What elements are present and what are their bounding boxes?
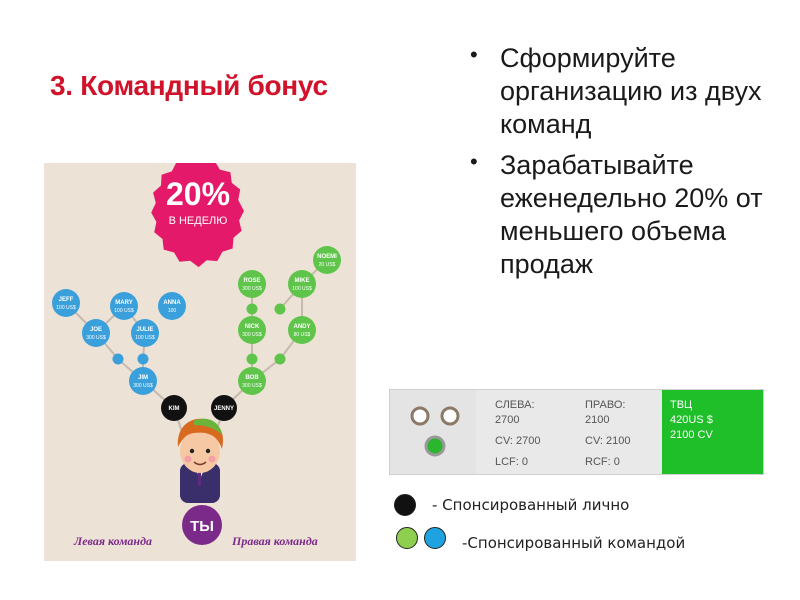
left-team-node: MARY 100 US$ bbox=[110, 292, 138, 320]
right-team-node: MIKE 100 US$ bbox=[288, 270, 316, 298]
left-heading: СЛЕВА: bbox=[495, 399, 535, 411]
node-name: JEFF bbox=[59, 297, 74, 303]
right-team-dot bbox=[246, 353, 258, 365]
bullet-item: • Сформируйте организацию из двух команд bbox=[468, 42, 788, 141]
badge-percent: 20% bbox=[166, 176, 230, 212]
left-team-node: JEFF 100 US$ bbox=[52, 289, 80, 317]
team-tree-svg: 20% В НЕДЕЛЮ JEFF 100 US$ MARY 100 US$ A… bbox=[52, 163, 341, 548]
right-heading: ПРАВО: bbox=[585, 399, 626, 411]
right-cv: CV: 2100 bbox=[585, 435, 631, 447]
bullet-dot-icon: • bbox=[470, 42, 478, 67]
personal-node: KIM bbox=[161, 395, 187, 421]
volume-panel: СЛЕВА: 2700 CV: 2700 LCF: 0 ПРАВО: 2100 … bbox=[389, 389, 764, 475]
left-team-node: JIM 300 US$ bbox=[129, 367, 157, 395]
you-label: ТЫ bbox=[190, 518, 214, 535]
right-volume: 2100 bbox=[585, 414, 610, 426]
right-team-label: Правая команда bbox=[231, 534, 318, 548]
left-carry: LCF: 0 bbox=[495, 456, 529, 468]
right-team-dot bbox=[274, 353, 286, 365]
personal-node: JENNY bbox=[211, 395, 237, 421]
legend-green-dot-icon bbox=[396, 527, 418, 549]
slide-title: 3. Командный бонус bbox=[50, 70, 328, 101]
right-team-dot bbox=[246, 303, 258, 315]
legend-team-label: -Спонсированный командой bbox=[462, 534, 686, 552]
legend-black-dot-icon bbox=[394, 494, 416, 516]
node-name: KIM bbox=[169, 406, 180, 412]
badge-caption: В НЕДЕЛЮ bbox=[169, 215, 228, 227]
right-team-node: ANDY 80 US$ bbox=[288, 316, 316, 344]
team-diagram: 20% В НЕДЕЛЮ JEFF 100 US$ MARY 100 US$ A… bbox=[44, 163, 356, 561]
total-volume-cell: ТВЦ 420US $ 2100 CV bbox=[662, 390, 763, 474]
bullet-dot-icon: • bbox=[470, 148, 478, 174]
right-team-node: BOB 300 US$ bbox=[238, 367, 266, 395]
panel-icon-cell bbox=[390, 390, 476, 474]
node-name: ANDY bbox=[293, 324, 310, 330]
total-heading: ТВЦ bbox=[670, 399, 693, 411]
node-amount: 100 bbox=[168, 308, 177, 314]
you-node: ТЫ bbox=[182, 505, 222, 545]
node-name: JIM bbox=[138, 375, 148, 381]
right-volume-cell: ПРАВО: 2100 CV: 2100 RCF: 0 bbox=[577, 390, 657, 474]
left-team-node: ANNA 100 bbox=[158, 292, 186, 320]
total-amount: 420US $ bbox=[670, 414, 713, 426]
legend-blue-dot-icon bbox=[424, 527, 446, 549]
node-amount: 300 US$ bbox=[86, 335, 106, 341]
left-team-dot bbox=[137, 353, 149, 365]
left-team-node: JOE 300 US$ bbox=[82, 319, 110, 347]
bullet-item: • Зарабатывайте еженедельно 20% от меньше… bbox=[468, 149, 788, 281]
node-amount: 80 US$ bbox=[294, 332, 311, 338]
node-amount: 300 US$ bbox=[242, 383, 262, 389]
node-name: BOB bbox=[245, 375, 259, 381]
node-name: MIKE bbox=[295, 278, 310, 284]
left-team-node: JULIE 100 US$ bbox=[131, 319, 159, 347]
node-name: ROSE bbox=[243, 278, 260, 284]
left-volume-cell: СЛЕВА: 2700 CV: 2700 LCF: 0 bbox=[487, 390, 567, 474]
node-name: ANNA bbox=[163, 300, 181, 306]
right-team-node: NOEMI 20 US$ bbox=[313, 246, 341, 274]
node-name: NOEMI bbox=[317, 254, 337, 260]
node-name: NICK bbox=[245, 324, 260, 330]
binary-legs-icon bbox=[410, 406, 460, 457]
node-amount: 20 US$ bbox=[319, 262, 336, 268]
node-amount: 100 US$ bbox=[292, 286, 312, 292]
right-team-node: NICK 300 US$ bbox=[238, 316, 266, 344]
right-carry: RCF: 0 bbox=[585, 456, 620, 468]
bullet-text: Сформируйте организацию из двух команд bbox=[500, 43, 762, 139]
node-amount: 100 US$ bbox=[135, 335, 155, 341]
bonus-badge bbox=[151, 163, 244, 268]
left-team-label: Левая команда bbox=[73, 534, 152, 548]
left-volume: 2700 bbox=[495, 414, 520, 426]
bullet-text: Зарабатывайте еженедельно 20% от меньшег… bbox=[500, 149, 763, 279]
right-team-node: ROSE 300 US$ bbox=[238, 270, 266, 298]
node-name: JENNY bbox=[214, 406, 234, 412]
node-name: JULIE bbox=[136, 327, 153, 333]
total-cv: 2100 CV bbox=[670, 429, 713, 441]
node-amount: 100 US$ bbox=[56, 305, 76, 311]
right-team-dot bbox=[274, 303, 286, 315]
legend-personal-label: - Спонсированный лично bbox=[432, 496, 630, 514]
node-amount: 300 US$ bbox=[242, 286, 262, 292]
node-amount: 300 US$ bbox=[242, 332, 262, 338]
person-avatar-icon bbox=[177, 418, 224, 503]
left-cv: CV: 2700 bbox=[495, 435, 541, 447]
node-amount: 100 US$ bbox=[114, 308, 134, 314]
bullet-list: • Сформируйте организацию из двух команд … bbox=[468, 42, 788, 289]
node-name: JOE bbox=[90, 327, 102, 333]
left-team-dot bbox=[112, 353, 124, 365]
node-amount: 300 US$ bbox=[133, 383, 153, 389]
node-name: MARY bbox=[115, 300, 132, 306]
